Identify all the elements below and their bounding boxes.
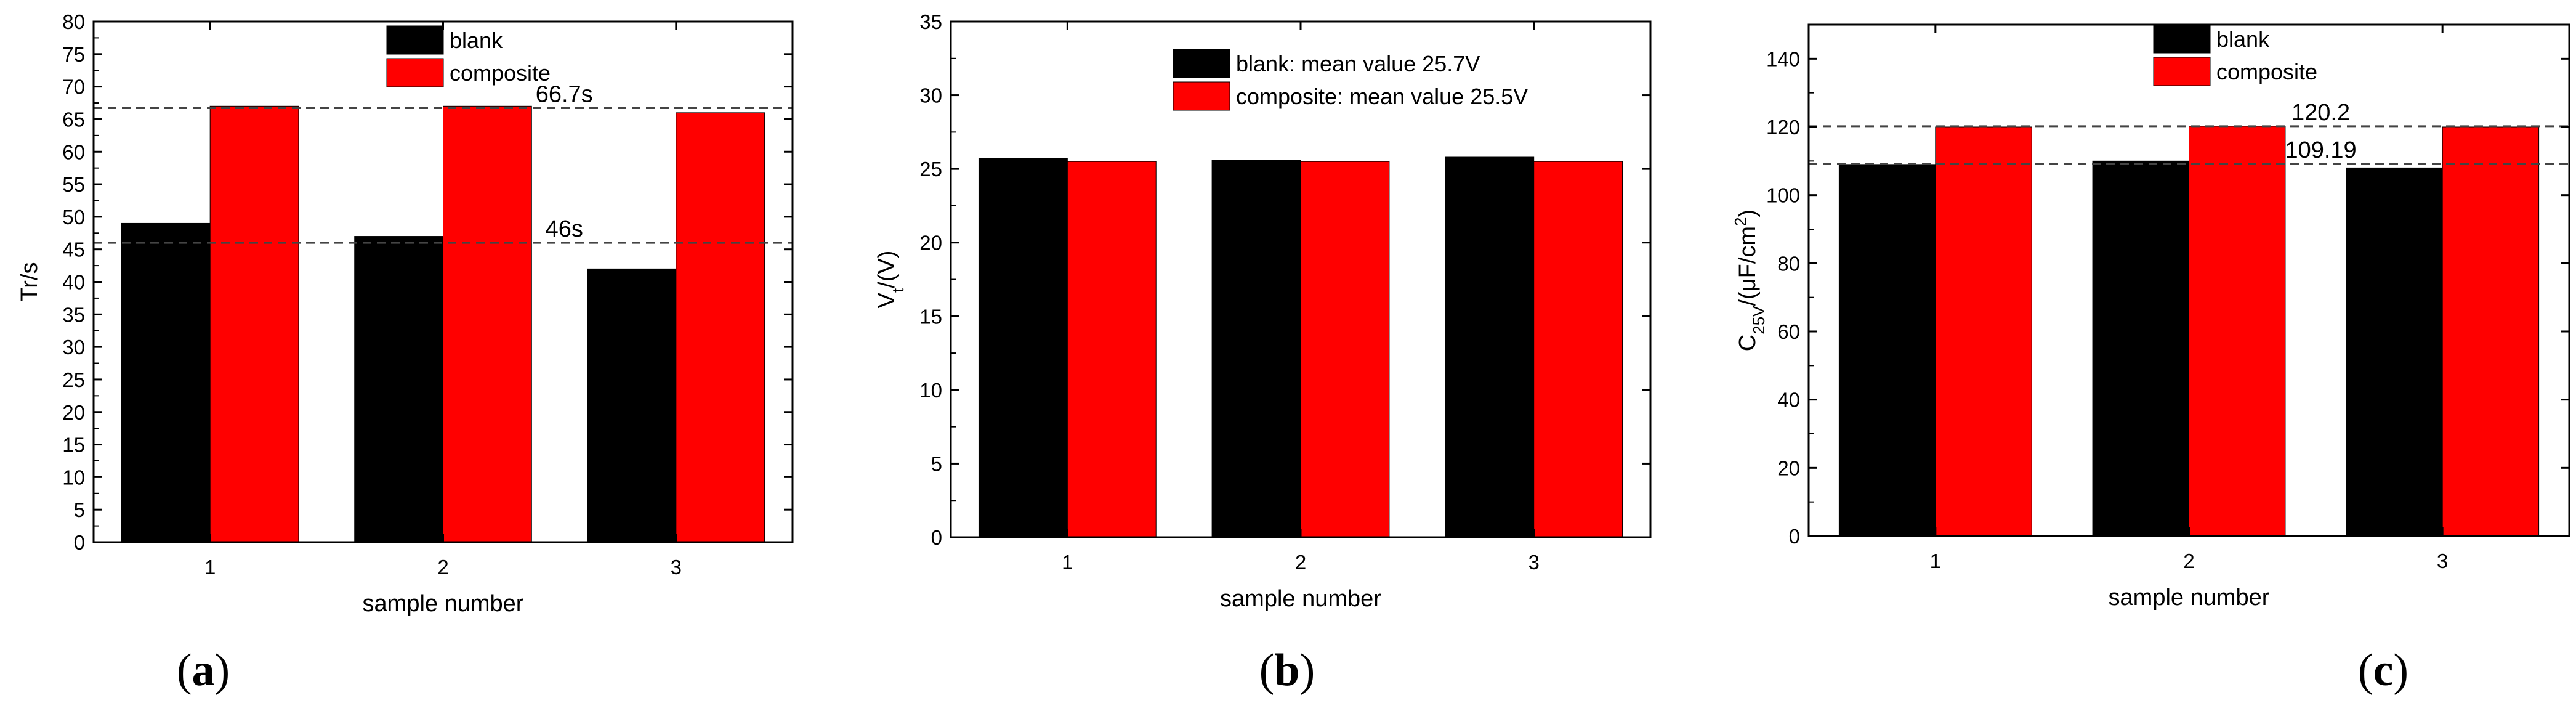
bar-blank-2 (2092, 160, 2189, 537)
legend-swatch (2153, 57, 2211, 86)
bar-composite-2 (1300, 161, 1390, 538)
chart-panel-a: 66.7s 46s 0 5 10 15 20 25 30 35 40 45 50 55 60 65 70 75 80… (17, 10, 794, 617)
legend-label: blank: mean value 25.7V (1236, 51, 1480, 76)
y-axis-label: Vt/(V) (874, 251, 907, 309)
y-tick-label: 30 (919, 84, 942, 107)
bar-composite-2 (2189, 126, 2286, 537)
bar-composite-2 (443, 105, 532, 543)
x-axis-label: sample number (2109, 585, 2270, 611)
y-axis-label: Tr/s (17, 262, 42, 301)
x-tick-label: 1 (1062, 551, 1073, 574)
y-tick-label: 20 (919, 232, 942, 254)
y-tick-label: 60 (1777, 320, 1800, 343)
y-tick-label: 45 (62, 238, 85, 261)
y-tick-label: 5 (931, 452, 942, 475)
x-axis-label: sample number (1220, 586, 1381, 612)
y-axis-label: C25V/(μF/cm2) (1731, 209, 1768, 351)
y-tick-label: 15 (62, 434, 85, 457)
y-tick-label: 0 (1789, 525, 1800, 548)
y-tick-label: 100 (1766, 184, 1800, 207)
bar-blank-1 (1838, 164, 1936, 537)
x-tick-label: 2 (2183, 550, 2194, 572)
y-tick-label: 0 (931, 526, 942, 549)
y-tick-label: 40 (1777, 389, 1800, 412)
bar-blank-2 (354, 236, 443, 543)
legend-swatch (386, 58, 444, 87)
y-tick-label: 50 (62, 206, 85, 229)
reference-line-label: 109.19 (2285, 137, 2356, 163)
bar-composite-1 (1067, 161, 1157, 538)
x-tick-label: 2 (437, 556, 448, 579)
y-tick-label: 70 (62, 76, 85, 99)
y-tick-label: 120 (1766, 116, 1800, 139)
y-tick-label: 35 (919, 10, 942, 33)
panel-label: (c) (2358, 645, 2408, 696)
bar-composite-3 (2442, 126, 2540, 537)
legend-swatch (386, 25, 444, 55)
x-tick-label: 3 (671, 556, 682, 579)
y-tick-label: 40 (62, 271, 85, 294)
bar-composite-3 (676, 112, 765, 543)
legend-label: composite: mean value 25.5V (1236, 84, 1528, 109)
y-tick-label: 80 (1777, 252, 1800, 275)
reference-line-label: 46s (546, 216, 583, 242)
bar-blank-2 (1211, 160, 1301, 538)
legend-swatch (2153, 24, 2211, 54)
legend-label: blank (2216, 26, 2270, 52)
bar-composite-3 (1533, 161, 1623, 538)
y-tick-label: 60 (62, 140, 85, 163)
y-tick-label: 20 (62, 401, 85, 424)
legend-label: composite (2216, 59, 2317, 84)
x-tick-label: 1 (204, 556, 216, 579)
y-tick-label: 10 (62, 466, 85, 489)
bar-blank-1 (121, 222, 211, 543)
y-tick-label: 25 (919, 158, 942, 181)
x-tick-label: 1 (1930, 550, 1941, 572)
y-tick-label: 35 (62, 303, 85, 326)
bar-composite-1 (209, 105, 299, 543)
bar-composite-1 (1935, 126, 2032, 537)
panel-label: (b) (1259, 645, 1315, 696)
bar-blank-3 (587, 268, 677, 543)
bar-blank-3 (1445, 156, 1535, 538)
x-tick-label: 3 (1528, 551, 1539, 574)
y-tick-label: 65 (62, 108, 85, 131)
bar-blank-3 (2346, 167, 2443, 537)
y-tick-label: 5 (74, 498, 85, 521)
y-tick-label: 10 (919, 379, 942, 402)
y-tick-label: 30 (62, 336, 85, 359)
legend-label: composite (450, 60, 551, 86)
panel-label: (a) (177, 645, 230, 696)
y-tick-label: 55 (62, 173, 85, 196)
reference-line-label: 66.7s (536, 81, 593, 107)
chart-panel-b: 0 5 10 15 20 25 30 35 1 2 3 sample number Vt/(V) blan… (874, 10, 1652, 612)
y-tick-label: 15 (919, 305, 942, 328)
y-tick-label: 20 (1777, 457, 1800, 479)
legend-label: blank (450, 28, 503, 53)
y-tick-label: 75 (62, 43, 85, 66)
bar-blank-1 (978, 158, 1068, 538)
legend-swatch (1173, 81, 1230, 111)
legend-swatch (1173, 49, 1230, 78)
y-tick-label: 25 (62, 368, 85, 391)
chart-panel-c: 120.2 109.19 0 20 40 60 80 100 120 140 1 2 3 sample n… (1731, 23, 2570, 611)
reference-line-label: 120.2 (2291, 100, 2350, 126)
x-tick-label: 2 (1295, 551, 1306, 574)
y-tick-label: 80 (62, 10, 85, 33)
y-tick-label: 0 (74, 531, 85, 554)
x-axis-label: sample number (363, 591, 524, 617)
x-tick-label: 3 (2437, 550, 2448, 572)
y-tick-label: 140 (1766, 47, 1800, 70)
